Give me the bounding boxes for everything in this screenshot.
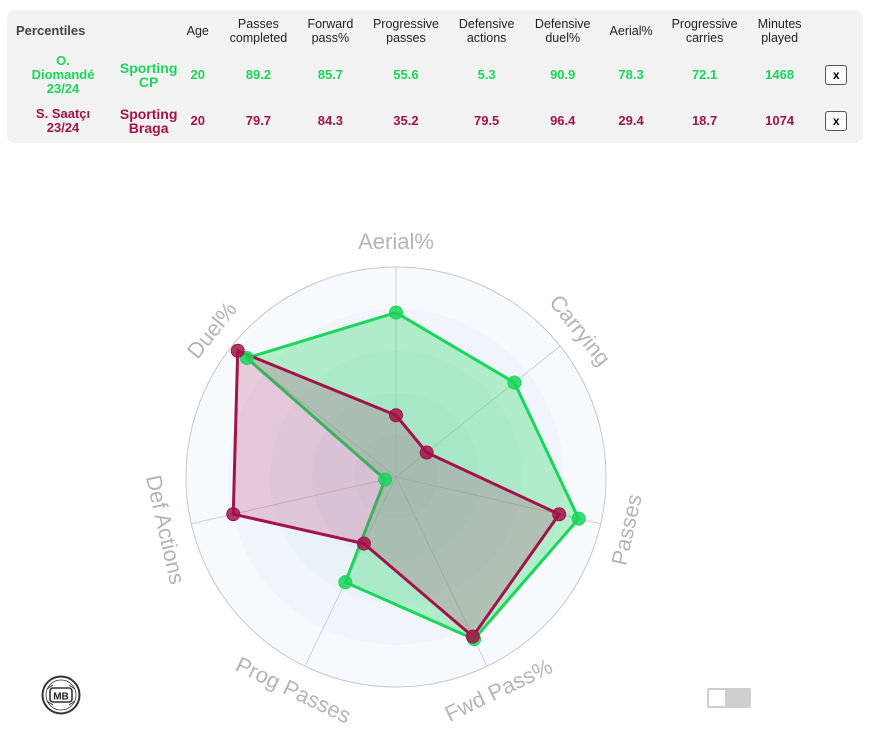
cell-passes-completed: 79.7 (245, 113, 272, 128)
data-point (338, 575, 353, 590)
percentiles-panel: Percentiles Age Passes completed Forward… (7, 10, 863, 143)
series-area (231, 349, 561, 638)
data-point (389, 305, 403, 320)
cell-minutes-played: 1074 (765, 113, 795, 128)
table-row: S. Saatçı 23/24 Sporting Braga 20 79.7 8… (7, 98, 863, 144)
data-point (552, 507, 567, 522)
series-area (245, 311, 581, 641)
cell-progressive-passes: 35.2 (393, 113, 419, 128)
cell-minutes-played: 1468 (765, 67, 795, 82)
axis-label: Aerial% (358, 229, 434, 254)
data-point (465, 629, 480, 644)
radar-spoke (191, 476, 397, 525)
data-point (230, 343, 245, 358)
player-name: S. Saatçı 23/24 (35, 106, 91, 135)
cell-progressive-carries: 72.1 (691, 67, 718, 82)
header-aerial: Aerial% (609, 24, 653, 38)
remove-player-button[interactable]: x (825, 65, 848, 85)
logo-text: MB (53, 692, 69, 703)
data-point (378, 472, 393, 487)
data-point (356, 536, 371, 551)
cell-defensive-duel: 96.4 (550, 113, 576, 128)
cell-passes-completed: 89.2 (245, 67, 272, 82)
toggle-switch[interactable] (707, 688, 751, 708)
mb-logo-icon: MB (41, 675, 81, 715)
data-point (226, 507, 241, 522)
table-title: Percentiles (16, 23, 86, 38)
axis-label: Def Actions (141, 473, 190, 587)
cell-defensive-duel: 90.9 (550, 67, 576, 82)
player-club: Sporting CP (119, 60, 178, 90)
cell-age: 20 (190, 113, 205, 128)
header-age: Age (186, 24, 209, 38)
data-point (419, 445, 434, 460)
cell-progressive-passes: 55.6 (393, 67, 419, 82)
header-defensive-duel: Defensive duel% (534, 17, 591, 45)
data-point (507, 375, 522, 390)
table-header-row: Percentiles Age Passes completed Forward… (7, 10, 863, 52)
cell-forward-pass: 84.3 (317, 113, 344, 128)
cell-progressive-carries: 18.7 (691, 113, 718, 128)
data-point (571, 511, 586, 526)
player-club: Sporting Braga (119, 106, 178, 136)
data-point (389, 408, 403, 423)
header-forward-pass: Forward pass% (307, 17, 354, 45)
cell-defensive-actions: 79.5 (473, 113, 500, 128)
remove-player-button[interactable]: x (825, 111, 848, 131)
header-progressive-carries: Progressive carries (671, 17, 738, 45)
radar-spoke (395, 476, 601, 525)
data-point (239, 350, 254, 365)
cell-defensive-actions: 5.3 (477, 67, 496, 82)
header-progressive-passes: Progressive passes (372, 17, 439, 45)
header-minutes-played: Minutes played (757, 17, 802, 45)
header-passes-completed: Passes completed (229, 17, 288, 45)
header-defensive-actions: Defensive actions (458, 17, 515, 45)
percentiles-table: Percentiles Age Passes completed Forward… (7, 10, 863, 144)
table-row: O. Diomandé 23/24 Sporting CP 20 89.2 85… (7, 52, 863, 98)
player-name: O. Diomandé 23/24 (31, 53, 95, 96)
cell-aerial: 78.3 (618, 67, 644, 82)
cell-aerial: 29.4 (618, 113, 644, 128)
axis-label: Passes (606, 492, 646, 568)
toggle-knob (709, 690, 725, 706)
cell-age: 20 (190, 67, 205, 82)
cell-forward-pass: 85.7 (317, 67, 344, 82)
